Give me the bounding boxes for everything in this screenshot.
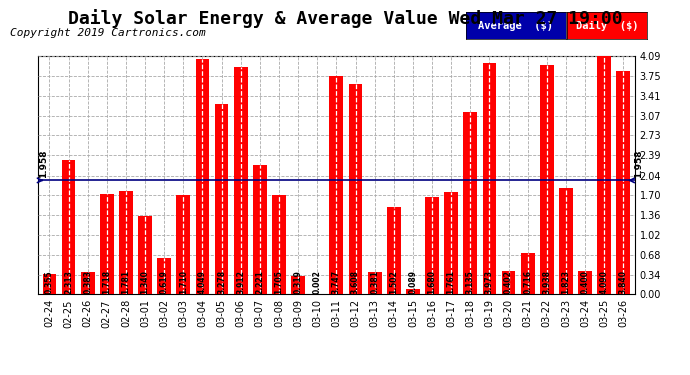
Bar	[387, 207, 401, 294]
Bar	[138, 216, 152, 294]
Bar	[61, 160, 75, 294]
Text: 3.938: 3.938	[542, 270, 551, 294]
Bar	[578, 271, 592, 294]
Bar	[215, 104, 228, 294]
Text: 0.619: 0.619	[159, 270, 169, 294]
Text: 1.781: 1.781	[121, 270, 130, 294]
Bar	[100, 194, 114, 294]
Text: Average  ($): Average ($)	[478, 21, 553, 31]
Text: 1.710: 1.710	[179, 270, 188, 294]
Bar	[464, 112, 477, 294]
Text: 0.381: 0.381	[370, 270, 379, 294]
Text: 1.718: 1.718	[102, 270, 111, 294]
Bar	[521, 253, 535, 294]
Bar	[502, 271, 515, 294]
Text: 0.402: 0.402	[504, 270, 513, 294]
Bar	[348, 84, 362, 294]
Bar	[272, 195, 286, 294]
Text: 1.958: 1.958	[634, 150, 643, 178]
Bar	[482, 63, 496, 294]
Text: 1.340: 1.340	[141, 270, 150, 294]
Text: 3.278: 3.278	[217, 270, 226, 294]
Text: 2.313: 2.313	[64, 270, 73, 294]
Bar	[406, 289, 420, 294]
Bar	[559, 188, 573, 294]
Bar	[330, 76, 343, 294]
Text: 3.135: 3.135	[466, 270, 475, 294]
Bar	[119, 190, 133, 294]
Bar	[540, 65, 553, 294]
Text: 3.608: 3.608	[351, 270, 360, 294]
Bar	[43, 274, 57, 294]
Text: 0.319: 0.319	[294, 270, 303, 294]
Text: 1.958: 1.958	[39, 150, 48, 178]
Bar	[234, 67, 248, 294]
Text: 0.383: 0.383	[83, 270, 92, 294]
Bar	[253, 165, 267, 294]
Bar	[616, 71, 630, 294]
Text: Daily  ($): Daily ($)	[575, 21, 638, 31]
Text: 3.912: 3.912	[236, 270, 245, 294]
Bar	[177, 195, 190, 294]
Bar	[425, 196, 439, 294]
Bar	[368, 272, 382, 294]
Text: 4.090: 4.090	[600, 270, 609, 294]
Text: 0.355: 0.355	[45, 270, 54, 294]
Text: 1.502: 1.502	[389, 270, 398, 294]
Bar	[291, 276, 305, 294]
Bar	[444, 192, 458, 294]
Text: 4.049: 4.049	[198, 270, 207, 294]
Text: 3.973: 3.973	[485, 270, 494, 294]
Text: 2.221: 2.221	[255, 270, 264, 294]
Text: Copyright 2019 Cartronics.com: Copyright 2019 Cartronics.com	[10, 28, 206, 38]
Text: 1.705: 1.705	[275, 270, 284, 294]
Text: 1.761: 1.761	[446, 270, 455, 294]
Text: 0.002: 0.002	[313, 270, 322, 294]
Bar	[81, 272, 95, 294]
Bar	[195, 58, 209, 294]
Text: 0.089: 0.089	[408, 270, 417, 294]
Text: 1.680: 1.680	[428, 270, 437, 294]
Bar	[157, 258, 171, 294]
Text: 0.400: 0.400	[580, 270, 589, 294]
Text: 3.840: 3.840	[619, 270, 628, 294]
Bar	[598, 56, 611, 294]
Text: 3.747: 3.747	[332, 270, 341, 294]
Text: 1.823: 1.823	[562, 270, 571, 294]
Text: Daily Solar Energy & Average Value Wed Mar 27 19:00: Daily Solar Energy & Average Value Wed M…	[68, 9, 622, 28]
Text: 0.716: 0.716	[523, 270, 532, 294]
